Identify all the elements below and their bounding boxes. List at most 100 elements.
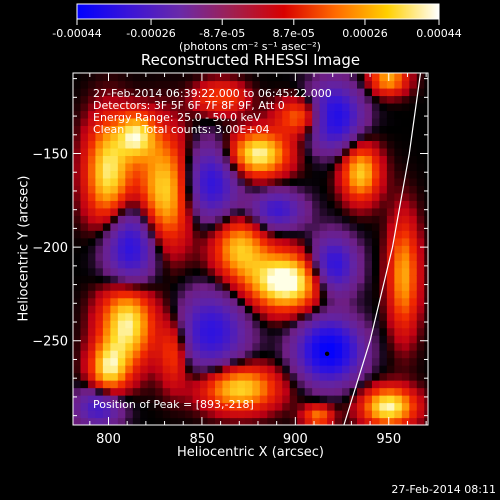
heatmap-cell <box>364 395 373 404</box>
heatmap-cell <box>155 177 164 186</box>
heatmap-cell <box>207 320 216 329</box>
heatmap-cell <box>80 110 89 119</box>
heatmap-cell <box>95 147 104 156</box>
heatmap-cell <box>357 275 366 284</box>
heatmap-cell <box>207 365 216 374</box>
heatmap-cell <box>371 200 381 209</box>
heatmap-cell <box>267 342 276 351</box>
heatmap-cell <box>110 207 119 216</box>
heatmap-cell <box>394 147 403 156</box>
heatmap-cell <box>229 290 239 299</box>
heatmap-cell <box>237 395 246 404</box>
heatmap-cell <box>327 177 336 186</box>
heatmap-cell <box>259 102 268 112</box>
heatmap-cell <box>229 162 239 171</box>
heatmap-cell <box>379 95 388 104</box>
heatmap-cell <box>297 147 306 156</box>
heatmap-cell <box>274 290 283 299</box>
heatmap-cell <box>177 147 186 156</box>
heatmap-cell <box>102 410 111 419</box>
heatmap-cell <box>342 95 351 104</box>
heatmap-cell <box>364 125 373 134</box>
heatmap-cell <box>416 267 425 276</box>
heatmap-cell <box>185 162 194 171</box>
heatmap-cell <box>259 155 268 164</box>
heatmap-cell <box>222 237 231 246</box>
heatmap-cell <box>267 170 276 179</box>
heatmap-cell <box>401 365 410 374</box>
heatmap-cell <box>177 117 186 127</box>
heatmap-cell <box>319 402 328 411</box>
heatmap-cell <box>132 395 141 404</box>
heatmap-cell <box>259 380 268 389</box>
heatmap-cell <box>117 132 126 142</box>
heatmap-cell <box>312 140 321 149</box>
heatmap-cell <box>140 342 149 351</box>
heatmap-cell <box>342 297 351 306</box>
heatmap-cell <box>379 192 388 201</box>
heatmap-cell <box>416 327 425 336</box>
heatmap-cell <box>192 410 201 419</box>
heatmap-cell <box>334 305 343 314</box>
heatmap-cell <box>401 267 410 276</box>
heatmap-cell <box>229 335 239 344</box>
heatmap-cell <box>95 402 104 411</box>
heatmap-cell <box>282 252 291 261</box>
heatmap-cell <box>170 200 179 209</box>
heatmap-cell <box>334 200 343 209</box>
heatmap-cell <box>192 73 201 82</box>
heatmap-cell <box>147 335 156 344</box>
heatmap-cell <box>102 372 111 381</box>
heatmap-cell <box>297 170 306 179</box>
heatmap-cell <box>125 282 134 291</box>
heatmap-cell <box>312 80 321 89</box>
heatmap-cell <box>252 252 261 261</box>
heatmap-cell <box>274 327 283 336</box>
heatmap-cell <box>274 140 283 149</box>
heatmap-cell <box>312 110 321 119</box>
heatmap-cell <box>327 372 336 381</box>
heatmap-cell <box>312 200 321 209</box>
heatmap-cell <box>155 80 164 89</box>
heatmap-cell <box>102 402 111 411</box>
annotation-time-range: 27-Feb-2014 06:39:22.000 to 06:45:22.000 <box>93 87 332 100</box>
heatmap-cell <box>200 177 209 186</box>
heatmap-cell <box>334 290 343 299</box>
heatmap-cell <box>102 110 111 119</box>
heatmap-cell <box>110 192 119 201</box>
heatmap-cell <box>304 365 313 374</box>
heatmap-cell <box>424 395 428 404</box>
heatmap-cell <box>207 155 216 164</box>
colorbar-tick-label: 0.00026 <box>342 27 388 40</box>
heatmap-cell <box>371 417 381 425</box>
y-tick-label: −150 <box>32 148 68 163</box>
heatmap-cell <box>401 372 410 381</box>
heatmap-cell <box>207 297 216 306</box>
heatmap-cell <box>110 260 119 269</box>
heatmap-cell <box>192 80 201 89</box>
y-axis-label: Heliocentric Y (arcsec) <box>16 175 32 322</box>
heatmap-cell <box>364 282 373 291</box>
heatmap-cell <box>185 192 194 201</box>
heatmap-cell <box>252 125 261 134</box>
heatmap-cell <box>125 267 134 276</box>
heatmap-cell <box>304 200 313 209</box>
heatmap-cell <box>102 87 111 97</box>
heatmap-cell <box>409 95 418 104</box>
heatmap-cell <box>386 297 395 306</box>
heatmap-cell <box>349 207 358 216</box>
heatmap-cell <box>125 102 134 112</box>
colorbar-ticks: -0.00044 -0.00026 -8.7e-05 8.7e-05 0.00026 0.… <box>52 19 462 40</box>
heatmap-cell <box>357 132 366 142</box>
heatmap-cell <box>110 215 119 224</box>
heatmap-cell <box>416 312 425 321</box>
heatmap-cell <box>185 252 194 261</box>
heatmap-cell <box>222 192 231 201</box>
heatmap-cell <box>177 110 186 119</box>
heatmap-cell <box>215 110 224 119</box>
heatmap-cell <box>110 312 119 321</box>
heatmap-cell <box>222 312 231 321</box>
heatmap-cell <box>147 200 156 209</box>
heatmap-cell <box>185 260 194 269</box>
heatmap-cell <box>334 380 343 389</box>
